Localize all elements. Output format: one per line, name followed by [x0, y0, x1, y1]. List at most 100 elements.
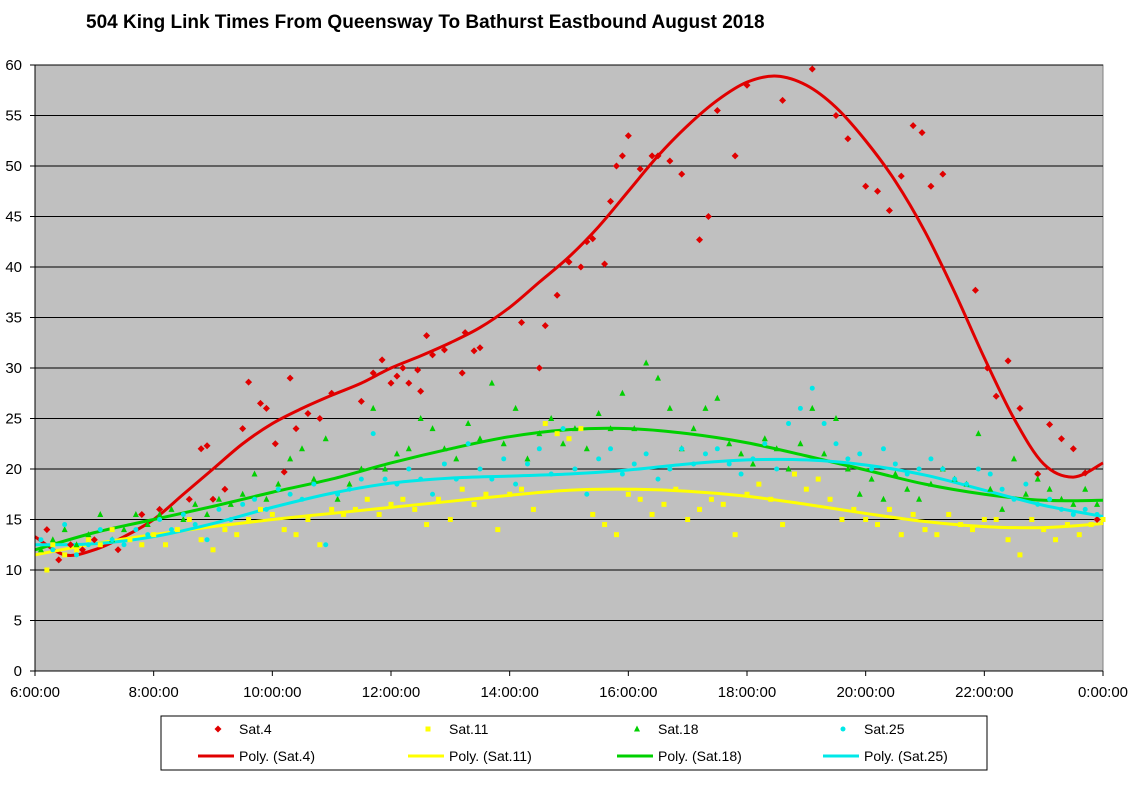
data-point [382, 465, 389, 472]
data-point [322, 435, 329, 442]
data-point [918, 129, 926, 137]
data-point [690, 425, 697, 432]
data-point [916, 466, 922, 472]
data-point [252, 496, 258, 502]
data-point [762, 441, 768, 447]
data-point [661, 501, 667, 507]
data-point [423, 332, 431, 340]
data-point [127, 537, 133, 543]
x-tick-label: 16:00:00 [599, 684, 657, 701]
data-point [323, 542, 329, 548]
data-point [271, 440, 279, 448]
data-point [797, 440, 804, 447]
data-point [696, 236, 704, 244]
data-point [262, 404, 270, 412]
data-point [815, 476, 821, 482]
data-point [862, 182, 870, 190]
x-tick-label: 0:00:00 [1078, 684, 1128, 701]
legend-label: Poly. (Sat.25) [864, 748, 948, 764]
data-point [708, 496, 714, 502]
data-point [667, 466, 673, 472]
data-point [335, 491, 341, 497]
data-point [292, 425, 300, 433]
data-point [477, 466, 483, 472]
data-point [204, 510, 211, 517]
data-point [773, 445, 780, 452]
data-point [364, 496, 370, 502]
data-point [566, 436, 572, 442]
data-point [536, 430, 543, 437]
data-point [619, 471, 625, 477]
data-point [1016, 404, 1024, 412]
data-point [975, 430, 982, 437]
data-point [964, 481, 970, 487]
data-point [488, 379, 495, 386]
data-point [761, 435, 768, 442]
data-point [441, 445, 448, 452]
data-point [495, 527, 501, 533]
data-point [548, 415, 555, 421]
data-point [749, 460, 756, 467]
data-point [470, 347, 478, 355]
data-point [357, 397, 365, 405]
trendline [34, 74, 1104, 557]
chart-title: 504 King Link Times From Queensway To Ba… [86, 12, 765, 33]
data-point [378, 356, 386, 364]
data-point [74, 552, 80, 558]
data-point [245, 378, 253, 386]
data-point [37, 546, 44, 553]
x-tick-label: 18:00:00 [718, 684, 776, 701]
data-point [287, 491, 293, 497]
data-point [512, 404, 519, 411]
y-tick-label: 55 [5, 108, 22, 125]
data-point [239, 490, 246, 497]
data-point [168, 505, 175, 512]
data-point [666, 157, 674, 165]
data-point [388, 501, 394, 507]
data-point [382, 476, 388, 482]
data-point [648, 152, 656, 160]
data-point [637, 496, 643, 502]
data-point [554, 431, 560, 437]
data-point [625, 491, 631, 497]
y-tick-label: 0 [14, 663, 22, 680]
data-point [156, 505, 164, 513]
data-point [1011, 455, 1017, 462]
data-point [304, 409, 312, 417]
data-point [756, 481, 762, 487]
data-point [429, 425, 436, 432]
data-point [702, 451, 708, 457]
data-point [780, 522, 786, 528]
data-point [1053, 537, 1059, 543]
data-point [928, 456, 934, 462]
data-point [726, 461, 732, 467]
data-point [1082, 506, 1088, 512]
data-point [85, 537, 91, 543]
data-point [726, 440, 733, 447]
legend-label: Sat.18 [658, 721, 699, 737]
data-point [535, 364, 543, 372]
data-point [85, 542, 91, 548]
data-point [109, 537, 115, 543]
data-point [156, 510, 163, 517]
data-point [311, 481, 317, 487]
data-point [97, 510, 104, 517]
data-point [1058, 495, 1065, 502]
data-point [251, 470, 258, 477]
data-point [880, 446, 886, 452]
data-point [1046, 421, 1054, 429]
data-point [779, 96, 787, 104]
data-point [346, 486, 352, 492]
data-point [114, 546, 122, 554]
data-point [1070, 511, 1076, 517]
data-point [453, 455, 460, 462]
data-point [477, 435, 483, 442]
data-point [673, 486, 679, 492]
data-point [62, 522, 68, 528]
data-point [256, 399, 264, 407]
data-point [704, 213, 712, 220]
data-point [691, 461, 697, 467]
data-point [275, 486, 281, 492]
data-point [832, 112, 840, 119]
data-point [808, 65, 816, 73]
